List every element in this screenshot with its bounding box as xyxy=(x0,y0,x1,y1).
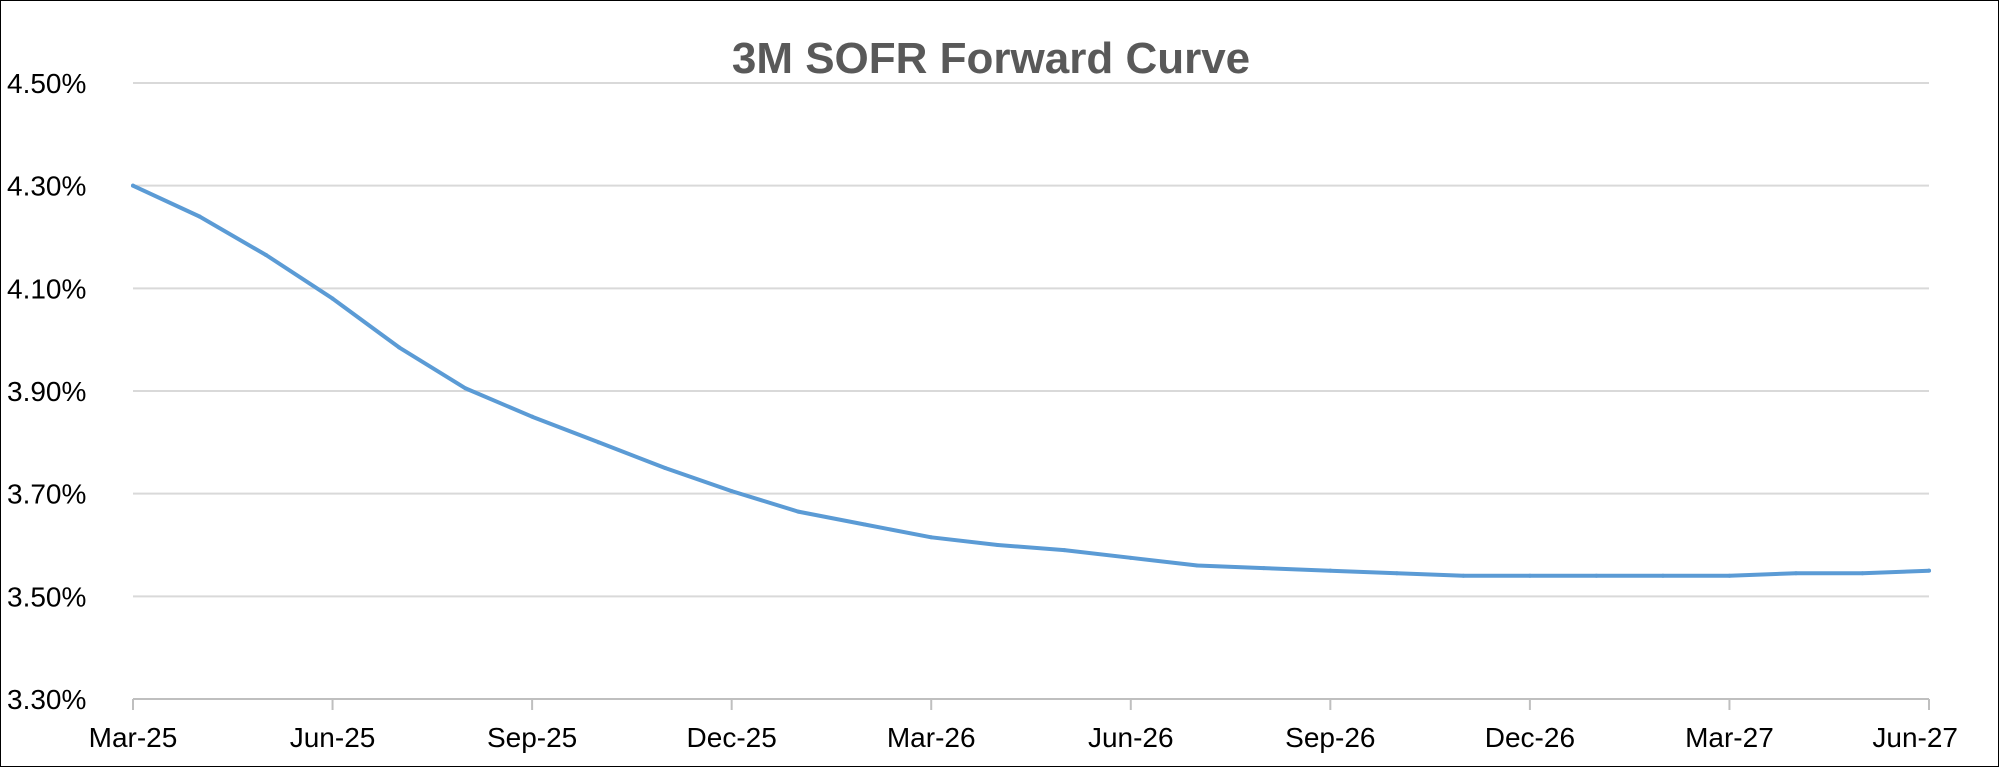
y-tick-label: 3.70% xyxy=(7,479,86,510)
series-line xyxy=(131,183,1931,578)
data-point xyxy=(530,414,535,419)
data-point xyxy=(1394,571,1399,576)
data-point xyxy=(796,509,801,514)
x-tick-label: Dec-26 xyxy=(1485,722,1575,753)
x-tick-label: Mar-26 xyxy=(887,722,976,753)
data-point xyxy=(596,440,601,445)
x-tick-label: Jun-27 xyxy=(1872,722,1958,753)
x-axis-labels: Mar-25 Jun-25 Sep-25 Dec-25 Mar-26 Jun-26 Sep-… xyxy=(89,722,1958,753)
y-tick-label: 3.90% xyxy=(7,376,86,407)
data-point xyxy=(131,183,135,188)
x-tick-label: Dec-25 xyxy=(687,722,777,753)
x-axis xyxy=(132,698,1930,710)
data-point xyxy=(463,386,468,391)
x-tick-label: Mar-25 xyxy=(89,722,178,753)
gridlines xyxy=(133,82,1929,598)
data-point xyxy=(1461,573,1466,578)
data-point xyxy=(1927,568,1931,573)
data-point xyxy=(862,522,867,527)
x-tick-label: Jun-25 xyxy=(290,722,376,753)
x-tick-label: Jun-26 xyxy=(1088,722,1174,753)
y-axis-labels: 3.30% 3.50% 3.70% 3.90% 4.10% 4.30% 4.50% xyxy=(7,68,86,715)
data-point xyxy=(1727,573,1732,578)
data-point xyxy=(995,543,1000,547)
data-point xyxy=(1128,555,1133,560)
data-point xyxy=(1062,548,1067,553)
data-point xyxy=(397,345,402,350)
data-point xyxy=(1195,563,1200,568)
data-point xyxy=(663,466,668,470)
y-tick-label: 3.50% xyxy=(7,581,86,612)
data-point xyxy=(1660,573,1665,578)
x-tick-label: Sep-26 xyxy=(1285,722,1375,753)
data-point xyxy=(1527,573,1532,578)
data-point xyxy=(1793,571,1798,576)
data-point xyxy=(1261,566,1266,571)
data-point xyxy=(729,489,734,494)
data-point xyxy=(929,535,934,540)
data-point xyxy=(264,252,269,257)
series-layer xyxy=(131,183,1931,578)
y-tick-label: 3.30% xyxy=(7,684,86,715)
y-tick-label: 4.10% xyxy=(7,273,86,304)
x-tick-label: Mar-27 xyxy=(1685,722,1774,753)
chart-title: 3M SOFR Forward Curve xyxy=(732,34,1250,83)
data-point xyxy=(197,214,202,219)
data-point xyxy=(1860,571,1865,576)
y-tick-label: 4.30% xyxy=(7,171,86,202)
data-point xyxy=(1328,568,1333,573)
data-point xyxy=(330,296,335,301)
data-point xyxy=(1594,573,1599,578)
y-tick-label: 4.50% xyxy=(7,68,86,99)
x-tick-label: Sep-25 xyxy=(487,722,577,753)
